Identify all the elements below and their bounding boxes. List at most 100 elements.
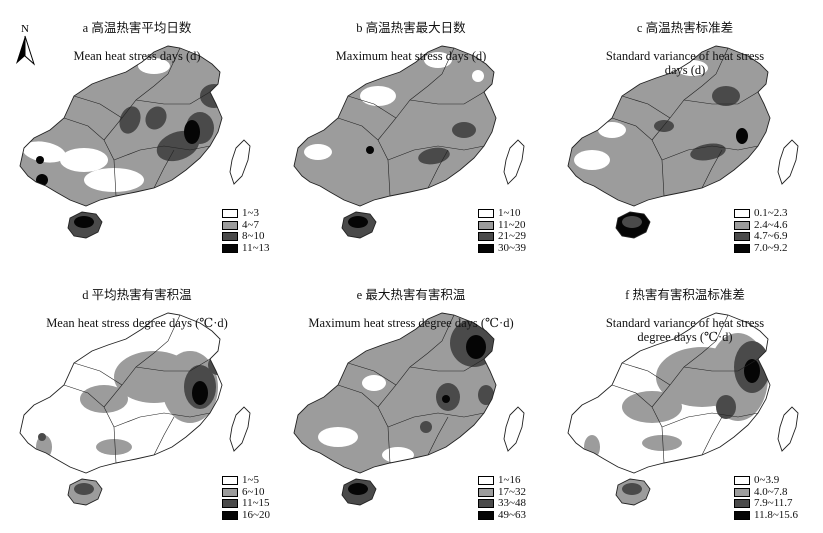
legend-label: 1~10 <box>498 207 521 220</box>
legend-label: 4~7 <box>242 218 259 231</box>
heat-stress-map <box>567 312 799 506</box>
taiwan-island <box>503 139 525 185</box>
legend-label: 6~10 <box>242 485 265 498</box>
province-boundary <box>347 95 397 119</box>
legend-swatch <box>222 510 238 520</box>
legend-swatch <box>222 220 238 230</box>
legend-label: 17~32 <box>498 485 526 498</box>
legend-swatch <box>478 243 494 253</box>
legend-swatch <box>734 243 750 253</box>
legend-label: 11~13 <box>242 241 270 254</box>
value-zone <box>96 439 132 455</box>
map-panel-e: e 最大热害有害积温 Maximum heat stress degree da… <box>274 267 548 533</box>
value-zone <box>574 150 610 170</box>
legend-label: 2.4~4.6 <box>754 218 788 231</box>
legend-label: 33~48 <box>498 497 526 510</box>
legend-label: 30~39 <box>498 241 526 254</box>
north-label: N <box>21 23 29 35</box>
value-zone <box>424 52 452 68</box>
map-legend: 1~10 11~20 21~29 30~39 <box>478 208 526 254</box>
legend-label: 11~15 <box>242 497 270 510</box>
value-zone <box>654 120 674 132</box>
value-zone <box>84 168 144 192</box>
legend-label: 11~20 <box>498 218 526 231</box>
legend-item: 8~10 <box>222 231 270 243</box>
value-zone <box>736 128 748 144</box>
panel-title: f 热害有害积温标准差 Standard variance of heat st… <box>548 274 822 358</box>
province-boundary <box>651 47 729 141</box>
region-outline <box>567 312 771 474</box>
value-zone <box>712 86 740 106</box>
value-zone <box>452 122 476 138</box>
legend-item: 4~7 <box>222 218 270 232</box>
value-zone <box>192 381 208 405</box>
legend-swatch <box>734 499 750 509</box>
province-boundary <box>153 149 175 189</box>
legend-item: 11.8~15.6 <box>734 508 799 522</box>
map-legend: 1~5 6~10 11~15 16~20 <box>222 475 270 521</box>
value-zone <box>360 86 396 106</box>
legend-swatch <box>478 510 494 520</box>
legend-item: 4.0~7.8 <box>734 485 798 499</box>
legend-item: 30~39 <box>478 241 526 255</box>
legend-label: 49~63 <box>498 508 526 521</box>
value-zone <box>716 395 736 419</box>
legend-swatch <box>222 232 238 242</box>
legend-label: 8~10 <box>242 230 265 243</box>
region-outline <box>19 312 223 474</box>
legend-swatch <box>734 510 750 520</box>
legend-swatch <box>478 476 494 486</box>
value-zone <box>418 147 450 165</box>
value-zone <box>642 435 682 451</box>
north-arrow-icon: N <box>16 23 36 66</box>
value-zone <box>478 385 494 405</box>
map-panel-d: d 平均热害有害积温 Mean heat stress degree days … <box>0 267 274 533</box>
legend-label: 1~5 <box>242 474 259 487</box>
legend-item: 11~20 <box>478 218 526 232</box>
province-boundary <box>73 95 123 119</box>
map-legend: 1~3 4~7 8~10 11~13 <box>222 208 270 254</box>
legend-swatch <box>478 209 494 219</box>
hainan-core <box>622 483 642 495</box>
value-zone <box>145 106 167 130</box>
value-zone <box>318 427 358 447</box>
map-legend: 0~3.9 4.0~7.8 7.9~11.7 11.8~15.6 <box>734 475 798 521</box>
panel-title-cn: b 高温热害最大日数 <box>356 21 466 35</box>
value-zone <box>60 148 108 172</box>
value-zone <box>38 433 46 441</box>
value-zone <box>690 143 726 161</box>
legend-item: 1~3 <box>222 208 270 220</box>
legend-swatch <box>478 220 494 230</box>
province-boundary <box>73 362 123 386</box>
province-boundary <box>153 416 175 456</box>
heat-stress-map <box>293 312 525 506</box>
legend-label: 1~16 <box>498 474 521 487</box>
value-zone <box>138 58 170 74</box>
value-zone <box>304 144 332 160</box>
panel-title-cn: d 平均热害有害积温 <box>82 288 192 302</box>
legend-label: 4.0~7.8 <box>754 485 788 498</box>
map-panel-f: f 热害有害积温标准差 Standard variance of heat st… <box>548 267 822 533</box>
panel-title-cn: c 高温热害标准差 <box>636 21 734 35</box>
heat-stress-map <box>293 45 525 239</box>
taiwan-island <box>229 406 251 452</box>
legend-label: 11.8~15.6 <box>754 508 799 521</box>
panel-title-cn: a 高温热害平均日数 <box>82 21 192 35</box>
panel-title: a 高温热害平均日数 Mean heat stress days (d) <box>0 7 274 77</box>
value-zone <box>22 141 66 163</box>
legend-label: 16~20 <box>242 508 270 521</box>
taiwan-island <box>777 406 799 452</box>
province-boundary <box>387 145 485 161</box>
hainan-core <box>622 216 642 228</box>
value-zone <box>366 146 374 154</box>
map-panel-c: c 高温热害标准差 Standard variance of heat stre… <box>548 0 822 266</box>
panel-title-en: Mean heat stress days (d) <box>73 49 201 63</box>
panel-title-en: Maximum heat stress days (d) <box>335 49 487 63</box>
legend-item: 1~10 <box>478 208 526 220</box>
panel-title-en: Standard variance of heat stress days (d… <box>605 49 765 77</box>
panel-title: d 平均热害有害积温 Mean heat stress degree days … <box>0 274 274 344</box>
legend-swatch <box>478 487 494 497</box>
legend-item: 1~5 <box>222 475 270 487</box>
legend-swatch <box>222 499 238 509</box>
value-zone <box>184 120 200 144</box>
